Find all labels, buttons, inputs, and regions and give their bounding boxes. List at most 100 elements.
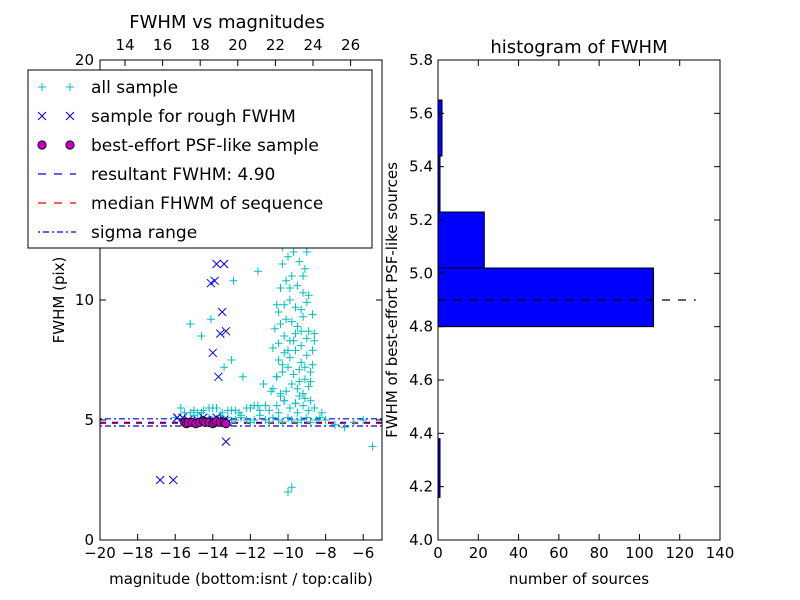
legend-marker (66, 83, 74, 91)
data-point (300, 363, 309, 372)
histogram-bar (437, 267, 655, 328)
y-tick-label: 5.8 (409, 51, 433, 69)
data-point (293, 322, 302, 331)
y-tick-label: 4.2 (409, 478, 433, 496)
data-point (293, 408, 302, 417)
histogram-x-axis-label: number of sources (509, 570, 649, 588)
data-point (282, 276, 291, 285)
data-point (221, 437, 231, 446)
data-point (285, 296, 294, 304)
y-tick-label: 5 (84, 411, 94, 429)
data-point (214, 372, 223, 382)
data-point (306, 418, 315, 427)
y-tick-label: 5.2 (409, 211, 433, 229)
data-point (308, 360, 317, 369)
data-point (231, 406, 240, 415)
data-point (304, 291, 313, 300)
x-tick-label: 60 (549, 544, 568, 562)
data-point (310, 404, 319, 412)
y-tick-label: 4.4 (409, 424, 433, 442)
data-point (274, 356, 283, 364)
x-tick-label: −16 (159, 544, 191, 562)
data-point (280, 396, 289, 405)
data-point (217, 307, 227, 317)
top-x-tick-label: 22 (266, 36, 285, 54)
legend-entry: sigma range (38, 223, 197, 243)
data-point (237, 411, 245, 420)
data-point (359, 416, 368, 424)
data-point (261, 401, 270, 410)
y-tick-label: 0 (84, 531, 94, 549)
data-point (291, 399, 300, 408)
x-tick-label: −6 (352, 544, 374, 562)
data-point (291, 303, 300, 312)
data-point (221, 418, 231, 429)
data-point (253, 267, 262, 276)
x-tick-label: 100 (625, 544, 654, 562)
data-point (285, 353, 294, 362)
data-point (270, 324, 279, 333)
scatter-title: FWHM vs magnitudes (129, 12, 324, 33)
x-tick-label: −10 (272, 544, 304, 562)
data-point (368, 442, 377, 451)
data-point (223, 406, 232, 415)
top-x-tick-label: 18 (191, 36, 210, 54)
data-point (299, 272, 308, 280)
data-point (315, 413, 324, 422)
data-point (278, 418, 287, 427)
x-tick-label: −12 (235, 544, 267, 562)
data-point (268, 413, 277, 422)
data-point (219, 259, 229, 269)
data-point (289, 336, 298, 345)
data-point (297, 358, 306, 367)
legend-entry: resultant FWHM: 4.90 (38, 165, 275, 185)
data-point (300, 264, 309, 273)
data-point (206, 315, 215, 324)
data-point (268, 384, 277, 393)
data-point (278, 260, 287, 268)
data-point (289, 248, 298, 256)
scatter-tick-layer: −20 −18 −16 −14 −12 −10 −8 −6 0 5 10 20 14 16 18 20 22 24… (75, 36, 382, 562)
data-point (317, 408, 326, 417)
scatter-y-axis-label: FWHM (pix) (50, 257, 68, 344)
data-point (304, 406, 313, 415)
legend-marker (65, 140, 75, 150)
data-point (284, 363, 292, 372)
legend-entry: median FHWM of sequence (38, 194, 323, 214)
data-point (199, 406, 208, 415)
data-point (250, 401, 259, 410)
x-tick-label: 120 (665, 544, 694, 562)
data-point (340, 423, 349, 432)
data-point (310, 336, 319, 345)
data-point (193, 408, 202, 417)
data-point (308, 346, 317, 355)
data-point (293, 384, 302, 393)
data-point (212, 259, 221, 269)
legend-label: best-effort PSF-like sample (91, 136, 319, 156)
data-point (299, 288, 308, 297)
data-point (300, 375, 309, 384)
y-tick-label: 5.0 (409, 264, 433, 282)
data-point (238, 372, 247, 381)
data-point (302, 248, 311, 256)
legend-marker (37, 140, 47, 150)
data-point (287, 272, 296, 280)
data-point (291, 329, 300, 338)
data-point (349, 418, 358, 427)
data-point (306, 377, 315, 386)
legend-label: resultant FWHM: 4.90 (91, 165, 275, 185)
data-point (297, 305, 306, 314)
data-point (278, 360, 287, 369)
data-point (259, 380, 268, 388)
data-point (299, 312, 308, 321)
data-point (208, 348, 218, 358)
x-tick-label: −18 (122, 544, 154, 562)
data-point (205, 404, 214, 412)
data-point (300, 394, 309, 403)
data-point (287, 317, 296, 326)
data-point (284, 252, 292, 261)
data-point (299, 401, 308, 410)
data-point (291, 346, 300, 355)
data-point (282, 387, 291, 396)
data-point (220, 363, 229, 372)
